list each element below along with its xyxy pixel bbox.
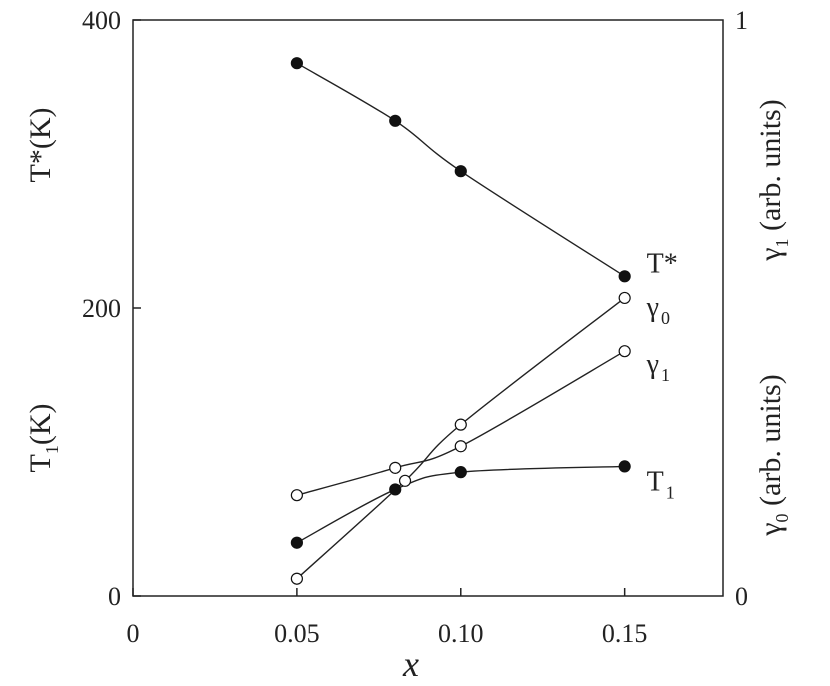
y-right-upper-title-sub: 1 [772,238,792,247]
data-point-gamma1 [389,461,402,474]
y-left-tick-label: 200 [82,294,121,323]
y-left-lower-title-main: T [24,454,57,472]
x-tick-label: 0 [127,619,140,648]
y-left-lower-title: T1(K) [24,404,62,473]
y-right-lower-title: γ0 (arb. units) [754,374,792,536]
x-tick-label: 0.05 [274,619,320,648]
y-left-upper-title: T*(K) [24,108,57,183]
data-point-gamma1 [454,440,467,453]
y-right-lower-title-main: γ [754,522,787,536]
series-line-gamma1 [296,350,626,496]
data-point-gamma0 [290,572,303,585]
data-point-tstar [290,57,303,70]
data-point-t1 [454,466,467,479]
data-point-tstar [454,165,467,178]
x-tick-label: 0.10 [438,619,484,648]
data-point-t1 [618,460,631,473]
series-markers [290,57,631,585]
y-right-upper-title-main: γ [754,247,787,261]
y-left-tick-label: 400 [82,6,121,35]
data-point-tstar [389,114,402,127]
y-right-lower-title-rest: (arb. units) [754,374,787,513]
y-axis-ticks: 0 200 400 0 1 [82,6,748,611]
series-line-gamma0 [296,297,626,580]
y-right-upper-title: γ1 (arb. units) [754,99,792,261]
y-left-tick-label: 0 [108,582,121,611]
series-line-tstar [296,62,626,277]
x-tick-label: 0.15 [602,619,648,648]
series-line-t1 [296,465,625,544]
data-point-tstar [618,270,631,283]
y-left-lower-title-rest: (K) [24,404,57,446]
data-point-gamma1 [290,489,303,502]
data-point-gamma0 [618,291,631,305]
data-point-gamma0 [454,418,467,431]
y-right-tick-label: 0 [735,582,748,611]
data-point-t1 [389,483,402,496]
y-right-tick-label: 1 [735,6,748,35]
data-point-t1 [290,536,303,549]
plot-frame [132,19,724,597]
series-lines [296,62,626,580]
x-axis-title: x [402,644,419,684]
series-labels: T* γ 0 γ 1 T 1 [646,248,678,502]
y-left-lower-title-sub: 1 [42,445,62,454]
x-axis-ticks: 0 0.05 0.10 0.15 [127,588,648,648]
y-right-upper-title-rest: (arb. units) [754,99,787,238]
series-label-tstar: T* [647,248,678,279]
data-point-gamma1 [618,345,631,358]
y-right-lower-title-sub: 0 [772,513,792,522]
data-point-gamma0 [398,474,412,487]
